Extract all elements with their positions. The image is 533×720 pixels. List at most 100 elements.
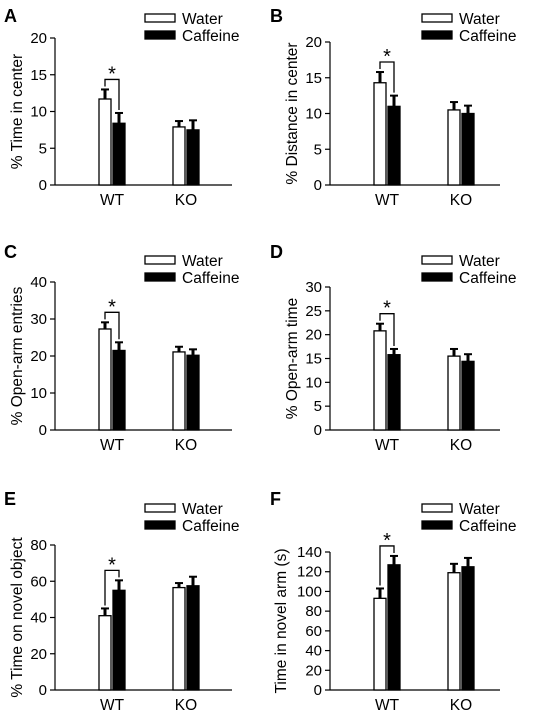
error-bar xyxy=(103,608,107,616)
bar-ko-caffeine xyxy=(461,360,475,431)
error-bar xyxy=(466,557,470,567)
legend-label-water: Water xyxy=(182,253,223,270)
panel-label: D xyxy=(270,242,283,262)
chart-panel-b: B 0 5 10 15 20% Distance in center WT KO * WaterC… xyxy=(270,6,516,209)
error-bar xyxy=(392,555,396,565)
bar-ko-water xyxy=(447,109,461,186)
bar-ko-caffeine xyxy=(186,129,200,186)
bar-ko-caffeine xyxy=(186,585,200,691)
y-tick-label: 0 xyxy=(314,177,322,194)
legend-swatch-caffeine xyxy=(421,272,453,282)
significance-star: * xyxy=(108,63,116,85)
panel-label: C xyxy=(4,242,17,262)
legend-swatch-water xyxy=(421,255,453,265)
x-tick-label-wt: WT xyxy=(100,697,125,714)
panel-label: F xyxy=(270,489,281,509)
y-axis-label: % Open-arm entries xyxy=(9,286,26,425)
panel-label: B xyxy=(270,6,283,26)
x-tick-label-ko: KO xyxy=(175,437,197,454)
chart-panel-f: F 0 20 40 60 80 100 120 140 Time in novel arm (s)… xyxy=(270,489,516,714)
bar-ko-water xyxy=(172,126,186,186)
error-bar xyxy=(392,95,396,107)
error-bar xyxy=(191,349,195,356)
error-bar xyxy=(378,323,382,331)
x-tick-label-ko: KO xyxy=(175,697,197,714)
x-tick-label-ko: KO xyxy=(450,192,472,209)
y-axis-label: % Time on novel object xyxy=(9,537,26,698)
bar-ko-caffeine xyxy=(461,112,475,186)
significance-bracket xyxy=(379,61,395,93)
y-axis-label: % Time in center xyxy=(9,54,26,169)
chart-panel-a: A 0 5 10 15 20% Time in center WT KO * WaterCaffe… xyxy=(4,6,239,209)
chart-panel-c: C 0 10 20 30 40% Open-arm entries WT KO * WaterCa… xyxy=(4,242,239,454)
bar-ko-water xyxy=(447,355,461,431)
significance-star: * xyxy=(383,298,391,320)
x-tick-label-wt: WT xyxy=(375,697,400,714)
bar-ko-caffeine xyxy=(461,566,475,691)
chart-panel-d: D 0 5 10 15 20 25 30% Open-arm time WT KO * WaterCa… xyxy=(270,242,516,454)
significance-bracket xyxy=(104,311,120,340)
y-tick-label: 20 xyxy=(305,34,322,51)
y-tick-label: 60 xyxy=(305,623,322,640)
bar-wt-water xyxy=(373,597,387,691)
bar-wt-caffeine xyxy=(387,105,401,186)
x-tick-label-ko: KO xyxy=(175,192,197,209)
x-tick-label-wt: WT xyxy=(100,192,125,209)
legend-swatch-caffeine xyxy=(421,30,453,40)
y-tick-label: 0 xyxy=(39,422,47,439)
legend-swatch-caffeine xyxy=(144,272,176,282)
x-tick-label-wt: WT xyxy=(375,437,400,454)
y-tick-label: 10 xyxy=(305,106,322,123)
x-tick-label-wt: WT xyxy=(375,192,400,209)
legend-label-water: Water xyxy=(459,501,500,518)
legend-swatch-caffeine xyxy=(144,520,176,530)
legend-label-water: Water xyxy=(459,253,500,270)
legend-swatch-water xyxy=(144,13,176,23)
legend-label-caffeine: Caffeine xyxy=(459,518,516,535)
y-tick-label: 20 xyxy=(305,662,322,679)
bar-ko-caffeine xyxy=(186,354,200,431)
error-bar xyxy=(392,348,396,355)
significance-star: * xyxy=(108,554,116,576)
legend-label-caffeine: Caffeine xyxy=(182,518,239,535)
legend-label-caffeine: Caffeine xyxy=(459,270,516,287)
y-tick-label: 120 xyxy=(297,564,322,581)
significance-bracket xyxy=(104,569,120,606)
significance-star: * xyxy=(108,296,116,318)
legend-label-caffeine: Caffeine xyxy=(182,270,239,287)
legend-swatch-caffeine xyxy=(421,520,453,530)
y-axis-label: % Open-arm time xyxy=(284,298,301,419)
y-tick-label: 5 xyxy=(314,141,322,158)
y-tick-label: 15 xyxy=(305,351,322,368)
y-axis-label: Time in novel arm (s) xyxy=(273,549,290,694)
y-tick-label: 5 xyxy=(314,398,322,415)
y-tick-label: 80 xyxy=(305,603,322,620)
y-tick-label: 5 xyxy=(39,140,47,157)
bar-wt-water xyxy=(98,615,112,691)
bar-ko-water xyxy=(172,351,186,431)
y-tick-label: 40 xyxy=(30,610,47,627)
y-tick-label: 40 xyxy=(305,643,322,660)
error-bar xyxy=(103,322,107,329)
y-tick-label: 80 xyxy=(30,537,47,554)
error-bar xyxy=(466,105,470,114)
x-tick-label-ko: KO xyxy=(450,697,472,714)
error-bar xyxy=(378,588,382,599)
y-tick-label: 15 xyxy=(305,70,322,87)
error-bar xyxy=(452,348,456,357)
error-bar xyxy=(466,354,470,362)
legend-label-water: Water xyxy=(459,11,500,28)
y-tick-label: 40 xyxy=(30,274,47,291)
bar-wt-caffeine xyxy=(112,349,126,431)
panel-label: E xyxy=(4,489,16,509)
bar-wt-water xyxy=(98,98,112,186)
y-axis-label: % Distance in center xyxy=(284,42,301,184)
y-tick-label: 0 xyxy=(314,422,322,439)
legend-label-water: Water xyxy=(182,11,223,28)
significance-star: * xyxy=(383,46,391,68)
y-tick-label: 0 xyxy=(39,177,47,194)
y-tick-label: 20 xyxy=(30,30,47,47)
error-bar xyxy=(103,89,107,100)
y-tick-label: 60 xyxy=(30,573,47,590)
